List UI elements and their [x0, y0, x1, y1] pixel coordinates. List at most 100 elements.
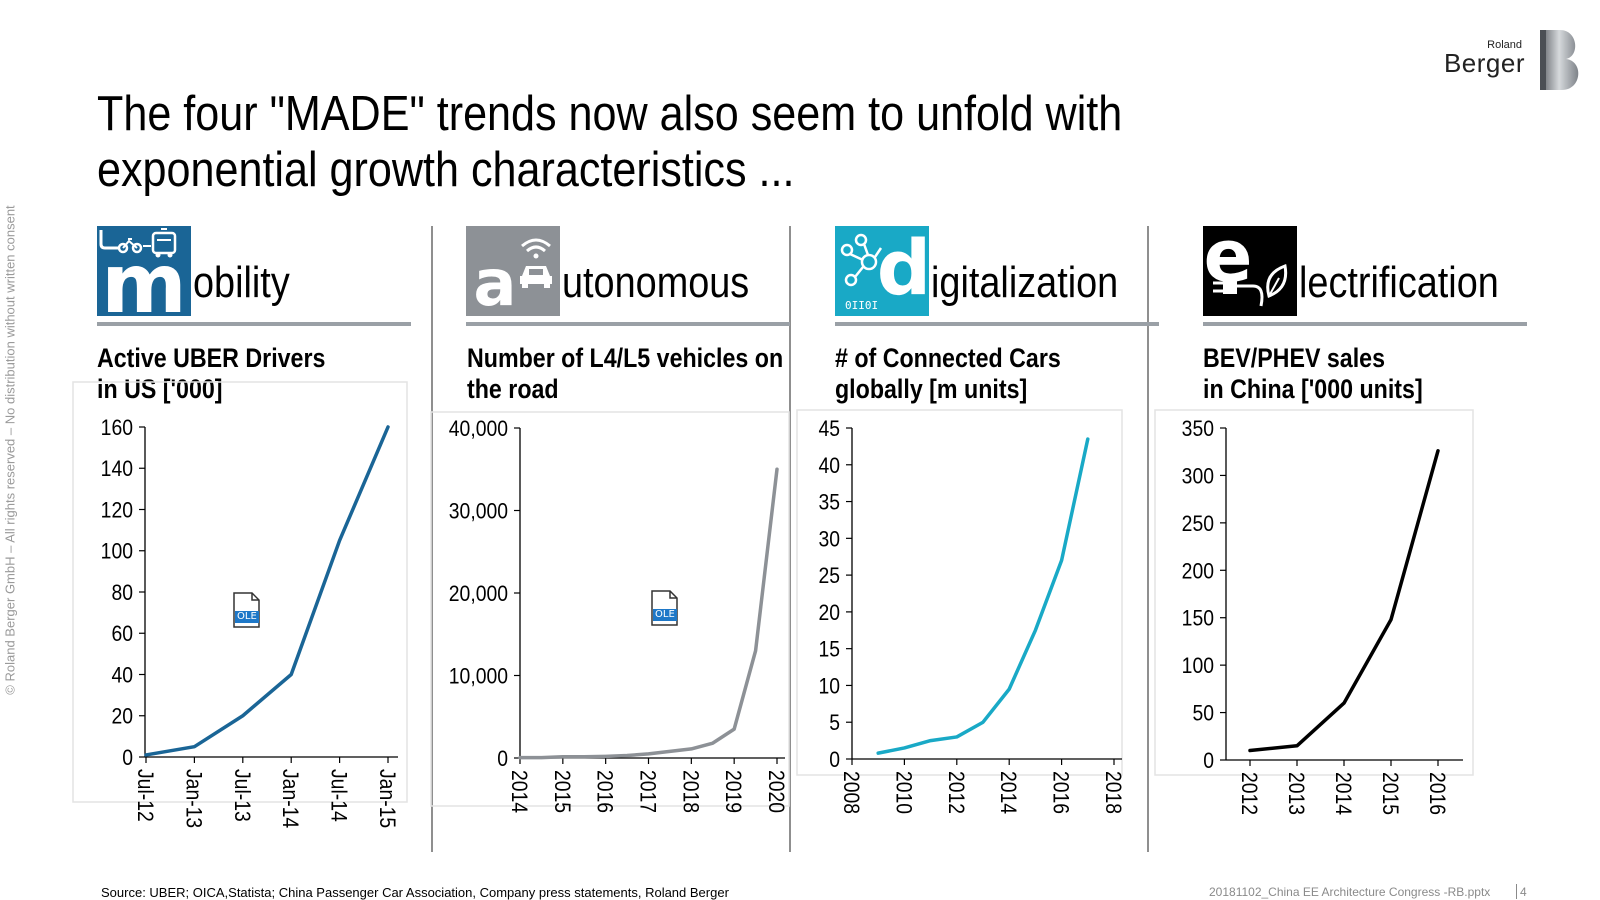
circuit-binary-icon: 0II0I [840, 233, 883, 312]
x-tick-label: 2012 [943, 771, 967, 814]
logo-b-mark-icon [1540, 30, 1579, 90]
chart-title-line: in China ['000 units] [1203, 374, 1423, 404]
y-tick-label: 30 [818, 527, 840, 551]
digitalization-underline [835, 322, 1159, 326]
y-tick-label: 45 [818, 417, 840, 441]
autonomous-word: utonomous [562, 258, 750, 307]
y-tick-label: 150 [1182, 607, 1214, 631]
ole-object-icon[interactable]: OLE [650, 590, 680, 626]
trend-header-digitalization: 0II0I d igitalization [835, 226, 1175, 326]
chart-4: 0 50 100 150 200 250 300 350 2012 2013 2014 2015 201… [1154, 409, 1474, 815]
x-tick-label: 2016 [1048, 771, 1072, 814]
ole-object-icon[interactable]: OLE [232, 592, 262, 628]
autonomous-underline [466, 322, 790, 326]
chart-title-line: BEV/PHEV sales [1203, 343, 1385, 373]
footer-filename: 20181102_China EE Architecture Congress … [1209, 885, 1491, 899]
y-tick-label: 160 [101, 416, 133, 440]
logo-small-text: Roland [1487, 39, 1522, 51]
electrification-underline [1203, 322, 1527, 326]
bike-bus-icon [99, 228, 177, 258]
x-tick-label: 2018 [678, 770, 702, 813]
x-tick-label: 2015 [550, 770, 574, 813]
chart-frame [796, 409, 1123, 776]
y-tick-label: 40 [111, 663, 133, 687]
x-tick-label: Jul-12 [133, 769, 157, 822]
y-tick-label: 80 [111, 581, 133, 605]
x-tick-label: 2014 [1331, 772, 1355, 815]
trend-header-autonomous: a utonomous [466, 226, 806, 326]
y-tick-label: 250 [1182, 512, 1214, 536]
chart-title-uber: Active UBER Drivers in US ['000] [97, 343, 325, 405]
chart-title-line: # of Connected Cars [835, 343, 1061, 373]
x-tick-label: 2018 [1101, 771, 1125, 814]
digitalization-word: igitalization [931, 258, 1119, 307]
y-tick-label: 200 [1182, 559, 1214, 583]
column-divider [431, 226, 433, 852]
page-title: The four "MADE" trends now also seem to … [97, 87, 1123, 197]
column-divider [1147, 226, 1149, 852]
series-line [1248, 449, 1440, 753]
x-tick-label: 2012 [1237, 772, 1261, 815]
y-tick-label: 20 [818, 601, 840, 625]
column-divider [789, 226, 791, 852]
chart-title-line: the road [467, 374, 559, 404]
y-tick-label: 40,000 [449, 417, 508, 441]
wifi-car-icon [520, 238, 552, 288]
y-tick-label: 20 [111, 705, 133, 729]
mobility-underline [97, 322, 411, 326]
chart-title-line: Active UBER Drivers [97, 343, 326, 373]
chart-title-line: globally [m units] [835, 374, 1028, 404]
y-tick-label: 15 [818, 638, 840, 662]
autonomous-tile: a [466, 226, 560, 316]
y-tick-label: 100 [1182, 654, 1214, 678]
x-tick-label: 2019 [721, 770, 745, 813]
y-tick-label: 140 [101, 457, 133, 481]
x-tick-label: Jul-14 [326, 769, 350, 822]
chart-3: 0 5 10 15 20 25 30 35 40 45 2008 2010 2012 2014 2016 20… [796, 409, 1125, 814]
y-tick-label: 10 [818, 674, 840, 698]
x-tick-label: 2013 [1284, 772, 1308, 815]
chart-title-bev-phev: BEV/PHEV sales in China ['000 units] [1203, 343, 1423, 405]
mobility-letter: m [101, 237, 187, 317]
x-tick-label: 2020 [764, 770, 788, 813]
y-tick-label: 20,000 [449, 582, 508, 606]
chart-frame [72, 381, 408, 803]
document-icon [651, 590, 678, 626]
trend-header-electrification: e lectrification [1203, 226, 1543, 326]
chart-title-line: in US ['000] [97, 374, 223, 404]
trend-header-mobility: m obility [97, 226, 437, 326]
y-tick-label: 0 [497, 747, 508, 771]
mobility-word: obility [193, 258, 290, 307]
x-tick-label: Jan-15 [375, 769, 399, 828]
autonomous-letter: a [473, 247, 517, 316]
y-tick-label: 35 [818, 490, 840, 514]
x-tick-label: Jan-13 [181, 769, 205, 828]
x-tick-label: 2008 [839, 771, 863, 814]
ole-label: OLE [237, 611, 257, 622]
x-tick-label: Jan-14 [278, 769, 302, 828]
footer-source: Source: UBER; OICA,Statista; China Passe… [101, 885, 729, 900]
y-tick-label: 60 [111, 622, 133, 646]
x-tick-label: 2014 [996, 771, 1020, 814]
chart-title-l4l5: Number of L4/L5 vehicles on the road [467, 343, 783, 405]
series-line [518, 467, 779, 760]
chart-1: 0 20 40 60 80 100 120 140 160 Jul-12 Jan-13 Jul-13 J… [72, 381, 408, 828]
y-tick-label: 0 [829, 748, 840, 772]
ole-label: OLE [655, 609, 675, 620]
chart-frame [430, 411, 790, 807]
document-icon [233, 592, 260, 628]
chart-2: 0 10,000 20,000 30,000 40,000 2014 2015 2016 201… [430, 411, 790, 813]
y-tick-label: 120 [101, 498, 133, 522]
electrification-tile: e [1203, 226, 1297, 316]
x-tick-label: 2010 [891, 771, 915, 814]
x-tick-label: 2016 [592, 770, 616, 813]
digitalization-tile: 0II0I d [835, 226, 929, 316]
y-tick-label: 100 [101, 540, 133, 564]
x-tick-label: 2017 [635, 770, 659, 813]
series-line [876, 437, 1090, 755]
electrification-word: lectrification [1299, 258, 1499, 307]
series-line [144, 425, 390, 757]
y-tick-label: 350 [1182, 417, 1214, 441]
y-tick-label: 30,000 [449, 499, 508, 523]
chart-title-line: Number of L4/L5 vehicles on [467, 343, 784, 373]
